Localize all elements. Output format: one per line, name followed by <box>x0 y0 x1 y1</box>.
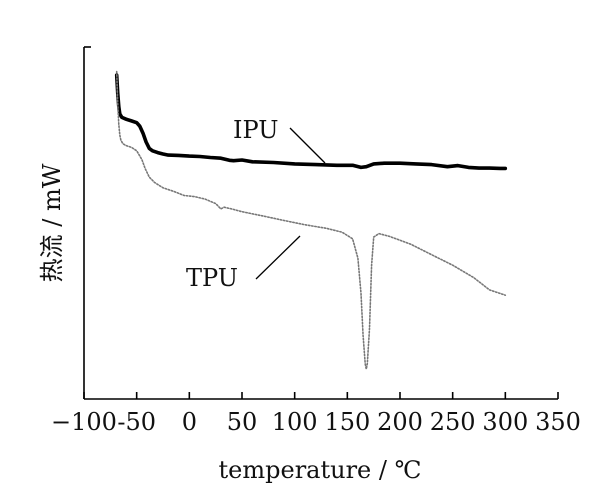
annotation-leader-tpu <box>255 235 301 280</box>
x-tick-label: 250 <box>430 408 476 436</box>
x-tick-label: 50 <box>227 408 258 436</box>
series-line-tpu <box>115 70 507 370</box>
annotations: IPU TPU <box>186 116 326 292</box>
series-line-ipu <box>114 73 508 171</box>
x-tick-label: 350 <box>535 408 581 436</box>
x-tick-label: 300 <box>482 408 528 436</box>
y-axis-title: 热流 / mW <box>38 163 66 282</box>
annotation-label-ipu: IPU <box>233 116 278 144</box>
x-tick-label: 100 <box>272 408 318 436</box>
axes <box>83 46 558 400</box>
x-tick-label: 200 <box>377 408 423 436</box>
x-tick-label: -50 <box>117 408 156 436</box>
x-tick-label: −100 <box>51 408 117 436</box>
series-layer <box>114 70 508 370</box>
x-axis-title: temperature / ℃ <box>219 456 422 484</box>
x-tick-label: 0 <box>182 408 197 436</box>
annotation-label-tpu: TPU <box>186 264 238 292</box>
annotation-leader-ipu <box>289 127 326 164</box>
x-ticks: −100 -50 0 50 100 150 200 250 300 350 <box>51 392 581 436</box>
x-tick-label: 150 <box>324 408 370 436</box>
